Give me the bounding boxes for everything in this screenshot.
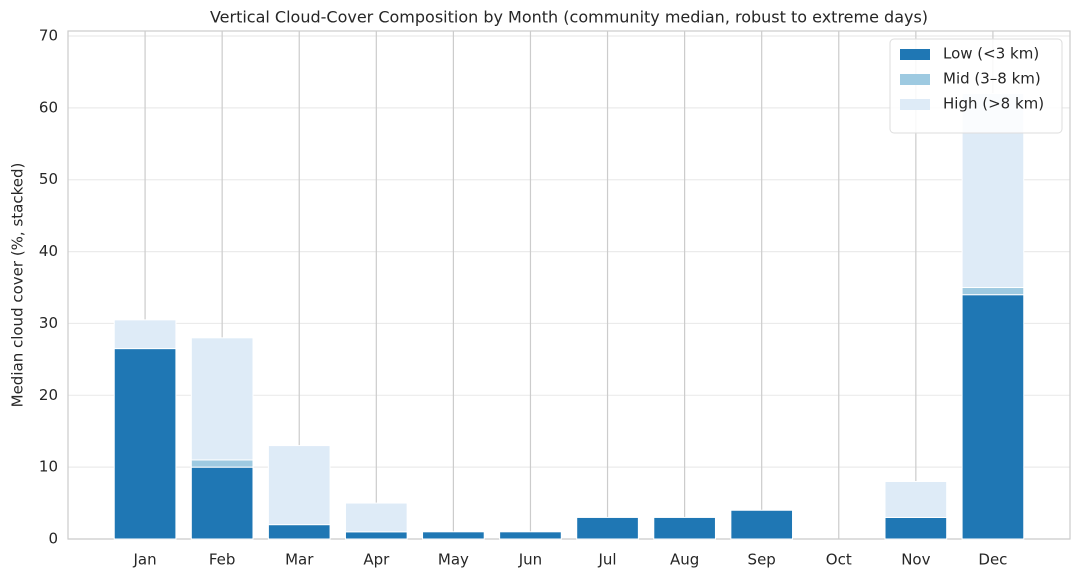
bar-segment [499,531,562,540]
x-tick-label: May [438,551,469,569]
x-tick-label: Dec [978,551,1007,569]
bar-segment [190,337,254,461]
x-tick-label: Apr [363,551,390,569]
legend-frame [889,38,1063,134]
bar-segment [884,481,948,518]
bar-segment [730,509,794,540]
legend-label: High (>8 km) [943,95,1044,113]
bar-segment [190,459,254,468]
bar-segment [190,466,254,540]
plot-frame [67,30,1071,540]
y-tick-label: 70 [39,27,58,45]
chart-title: Vertical Cloud-Cover Composition by Mont… [210,8,928,27]
x-tick-label: Mar [285,551,314,569]
y-tick-label: 60 [39,98,58,116]
legend-swatch [900,99,930,110]
bar-segment [267,445,331,526]
bar-segment [653,516,716,540]
x-tick-label: Aug [670,551,699,569]
y-tick-label: 0 [48,530,58,548]
x-tick-label: Jul [597,551,616,569]
x-tick-label: Sep [748,551,776,569]
legend-swatch [900,49,930,60]
y-tick-label: 10 [39,458,58,476]
bar-segment [884,516,948,540]
bar-segment [113,348,177,540]
bar-segment [961,287,1025,296]
x-tick-label: Jan [133,551,157,569]
legend-label: Mid (3–8 km) [943,70,1041,88]
y-tick-label: 30 [39,314,58,332]
bar-segment [344,502,408,533]
bar-segment [267,524,331,540]
bar-segment [422,531,485,540]
y-tick-label: 40 [39,242,58,260]
grid [68,31,1070,540]
bar-segment [113,319,177,350]
bar-segment [961,294,1025,540]
y-axis-label: Median cloud cover (%, stacked) [9,163,27,408]
x-tick-label: Feb [209,551,236,569]
legend-swatch [900,74,930,85]
bar-segment [344,531,408,540]
x-tick-label: Jun [518,551,542,569]
legend: Low (<3 km) Mid (3–8 km) High (>8 km) [889,38,1063,134]
x-tick-label: Nov [901,551,930,569]
x-tick-label: Oct [826,551,852,569]
y-tick-label: 20 [39,386,58,404]
legend-label: Low (<3 km) [943,45,1039,63]
bar-segment [576,516,639,540]
y-tick-label: 50 [39,170,58,188]
